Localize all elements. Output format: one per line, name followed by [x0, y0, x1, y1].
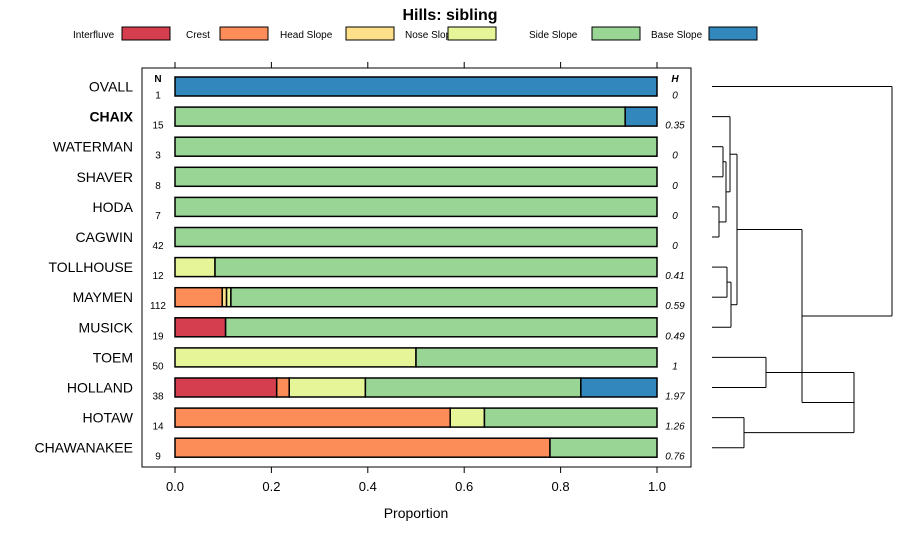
x-axis-title: Proportion [384, 505, 449, 521]
row-h-value: 0.41 [665, 271, 684, 282]
legend-label: Nose Slope [405, 30, 457, 41]
row-h-value: 0.76 [665, 452, 685, 463]
row-h-value: 0.49 [665, 331, 685, 342]
row-label: HOLLAND [67, 380, 133, 396]
legend-swatch [219, 26, 269, 41]
n-column-header: N [154, 74, 161, 85]
row-label: TOLLHOUSE [48, 259, 133, 275]
h-column-header: H [671, 74, 679, 85]
legend-swatch [708, 26, 758, 41]
dendrogram [712, 86, 893, 449]
row-label: TOEM [93, 349, 133, 365]
bar-segment [415, 347, 658, 368]
row-label: MUSICK [79, 319, 134, 335]
x-tick-label: 0.6 [455, 479, 473, 494]
bar-segment [230, 286, 658, 308]
legend-swatch [345, 26, 395, 41]
row-n-value: 9 [155, 452, 161, 463]
legend-label: Interfluve [73, 30, 115, 41]
row-label: HOTAW [82, 410, 133, 426]
bar-rows: OVALL 1 0 CHAIX 15 0.35 WATERMAN 3 0 SHAVER 8 0 HODA… [34, 76, 685, 463]
bar-segment [174, 286, 223, 308]
row-h-value: 0.59 [665, 301, 685, 312]
bar-segment [174, 196, 658, 218]
legend: Interfluve Crest Head Slope Nose Slope Side … [73, 26, 758, 41]
bar-segment [483, 407, 658, 428]
row-h-value: 1.26 [665, 422, 685, 433]
row-n-value: 15 [152, 121, 164, 132]
row-h-value: 1.97 [665, 392, 685, 403]
row-n-value: 112 [150, 301, 166, 312]
bar-segment [364, 377, 582, 398]
row-n-value: 50 [152, 361, 164, 372]
legend-swatch [591, 26, 641, 41]
x-axis: 0.0 0.2 0.4 0.6 0.8 1.0 [166, 62, 666, 494]
chart-title: Hills: sibling [402, 7, 497, 24]
row-label: MAYMEN [73, 289, 133, 305]
legend-label: Side Slope [529, 30, 578, 41]
bar-segment [214, 256, 658, 278]
legend-label: Crest [186, 30, 210, 41]
row-h-value: 0.35 [665, 121, 685, 132]
bar-segment [174, 106, 626, 127]
legend-label: Head Slope [280, 30, 333, 41]
row-n-value: 7 [155, 211, 161, 222]
row-n-value: 3 [155, 151, 161, 162]
x-tick-label: 0.8 [552, 479, 570, 494]
row-h-value: 0 [672, 91, 678, 102]
row-n-value: 12 [152, 271, 164, 282]
bar-segment [174, 377, 278, 398]
bar-segment [580, 377, 658, 398]
bar-segment [174, 166, 658, 188]
row-label: HODA [93, 199, 134, 215]
row-n-value: 42 [152, 241, 164, 252]
row-n-value: 19 [152, 331, 164, 342]
row-h-value: 0 [672, 181, 678, 192]
row-label: OVALL [89, 79, 133, 95]
row-h-value: 0 [672, 151, 678, 162]
bar-segment [174, 136, 658, 157]
row-n-value: 14 [152, 422, 164, 433]
row-label: CAGWIN [75, 229, 133, 245]
row-h-value: 1 [672, 361, 678, 372]
x-tick-label: 0.4 [359, 479, 377, 494]
x-tick-label: 1.0 [648, 479, 666, 494]
bar-segment [174, 226, 658, 248]
row-label: WATERMAN [53, 139, 133, 155]
bar-segment [174, 256, 216, 278]
bar-segment [174, 317, 227, 338]
bar-segment [288, 377, 367, 398]
x-tick-label: 0.0 [166, 479, 184, 494]
row-h-value: 0 [672, 211, 678, 222]
legend-label: Base Slope [651, 30, 703, 41]
bar-segment [549, 437, 658, 458]
x-tick-label: 0.2 [262, 479, 280, 494]
row-n-value: 38 [152, 392, 164, 403]
row-n-value: 8 [155, 181, 161, 192]
plot-frame [141, 67, 692, 468]
bar-segment [174, 437, 551, 458]
row-label: CHAIX [89, 109, 133, 125]
bar-segment [624, 106, 658, 127]
bar-segment [174, 76, 658, 97]
bar-segment [174, 407, 451, 428]
legend-swatch [121, 26, 171, 41]
bar-segment [275, 377, 290, 398]
legend-swatch [447, 26, 497, 41]
row-n-value: 1 [155, 91, 161, 102]
row-label: CHAWANAKEE [34, 440, 133, 456]
row-label: SHAVER [76, 169, 133, 185]
bar-segment [449, 407, 486, 428]
bar-segment [224, 317, 658, 338]
row-h-value: 0 [672, 241, 678, 252]
bar-segment [174, 347, 417, 368]
